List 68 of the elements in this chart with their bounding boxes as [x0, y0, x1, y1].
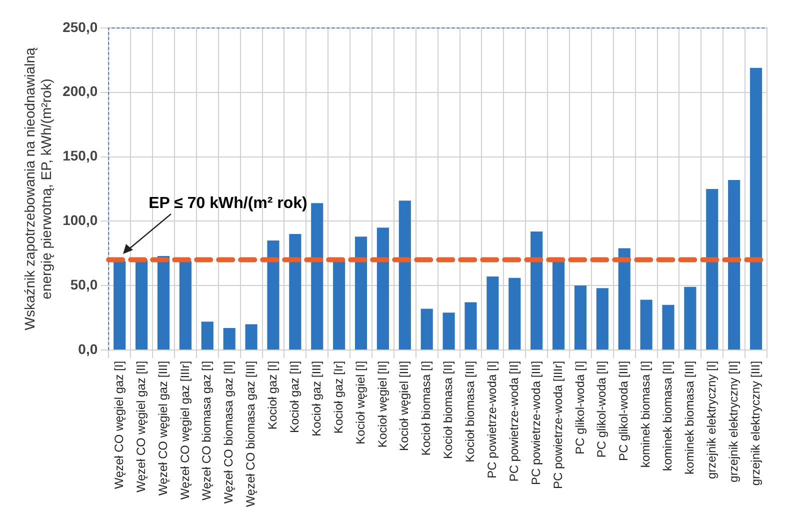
bar — [114, 261, 126, 350]
bar — [508, 278, 521, 350]
bar — [179, 261, 192, 350]
bar — [311, 203, 324, 350]
bar — [596, 288, 608, 350]
ref-line-label: EP ≤ 70 kWh/(m² rok) — [148, 195, 308, 212]
bar — [136, 260, 148, 350]
x-tick-label: Kocioł węgiel [II] — [375, 360, 390, 448]
x-tick-label: PC powietrze-woda [IIIr] — [550, 360, 565, 489]
bar — [420, 308, 433, 350]
bar — [223, 328, 236, 350]
x-tick-label: kominek biomasa [II] — [660, 360, 675, 471]
bar — [552, 261, 565, 350]
bar — [530, 231, 543, 350]
bar — [662, 304, 674, 350]
x-tick-label: Węzeł CO węgiel gaz [IIIr] — [178, 360, 192, 500]
bar — [267, 240, 280, 350]
x-tick-label: Węzeł CO biomasa gaz [II] — [222, 360, 236, 504]
bar — [684, 286, 696, 350]
x-tick-label: grzejnik elektryczny [II] — [726, 360, 740, 482]
y-tick-label: 50,0 — [70, 276, 98, 292]
bar — [245, 324, 258, 350]
x-tick-label: Kocioł biomasa [I] — [419, 360, 434, 456]
bar — [289, 234, 302, 350]
x-tick-label: grzejnik elektryczny [I] — [704, 360, 718, 479]
x-tick-label: Kocioł gaz [Ir] — [331, 360, 346, 434]
x-tick-label: PC powietrze-woda [II] — [506, 360, 521, 482]
y-tick-label: 200,0 — [62, 83, 98, 100]
bar — [486, 276, 499, 350]
x-tick-label: PC glikol-woda [I] — [572, 360, 587, 454]
bar — [640, 300, 652, 350]
x-tick-label: Kocioł węgiel [I] — [353, 360, 368, 444]
x-tick-label: Kocioł biomasa [III] — [463, 360, 478, 462]
bar — [376, 228, 389, 350]
bar — [354, 236, 368, 350]
y-tick-label: 100,0 — [62, 212, 98, 228]
x-tick-label: Kocioł gaz [III] — [309, 360, 324, 436]
bar — [706, 188, 718, 350]
x-tick-label: Węzeł CO węgiel gaz [I] — [112, 360, 126, 489]
x-tick-label: Kocioł gaz [II] — [287, 360, 302, 433]
x-tick-label: Kocioł gaz [I] — [266, 360, 280, 430]
bar — [442, 312, 455, 350]
x-tick-label: Węzeł CO węgiel gaz [III] — [156, 360, 170, 496]
bar — [750, 68, 762, 350]
y-axis-title: Wskaźnik zapotrzebowania na nieodnawialną energię pierwotną, EP, kWh/(m²rok) — [21, 48, 54, 330]
x-tick-label: kominek biomasa [III] — [682, 360, 697, 474]
x-tick-label: Węzeł CO biomasa gaz [I] — [200, 360, 214, 500]
x-tick-label: Węzeł CO węgiel gaz [II] — [134, 360, 148, 492]
bar — [728, 180, 740, 350]
bar — [157, 256, 170, 350]
bar — [398, 200, 411, 350]
x-tick-label: PC powietrze-woda [III] — [528, 360, 543, 486]
bar — [464, 302, 477, 350]
x-tick-label: grzejnik elektryczny [III] — [748, 360, 762, 486]
y-tick-label: 0,0 — [78, 340, 98, 357]
y-tick-label: 250,0 — [62, 18, 98, 35]
bar — [201, 322, 214, 350]
x-tick-label: Kocioł węgiel [III] — [397, 360, 412, 451]
y-tick-label: 150,0 — [62, 148, 98, 164]
x-tick-label: Węzeł CO biomasa gaz [III] — [244, 360, 258, 508]
bar — [574, 286, 586, 350]
x-tick-label: PC glikol-woda [III] — [616, 360, 631, 461]
x-tick-label: kominek biomasa [I] — [638, 360, 653, 468]
bar — [333, 261, 346, 350]
x-tick-label: Kocioł biomasa [II] — [441, 360, 456, 459]
x-tick-label: PC glikol-woda [II] — [594, 360, 609, 458]
x-tick-label: PC powietrze-woda [I] — [484, 360, 499, 478]
bar — [618, 248, 630, 350]
